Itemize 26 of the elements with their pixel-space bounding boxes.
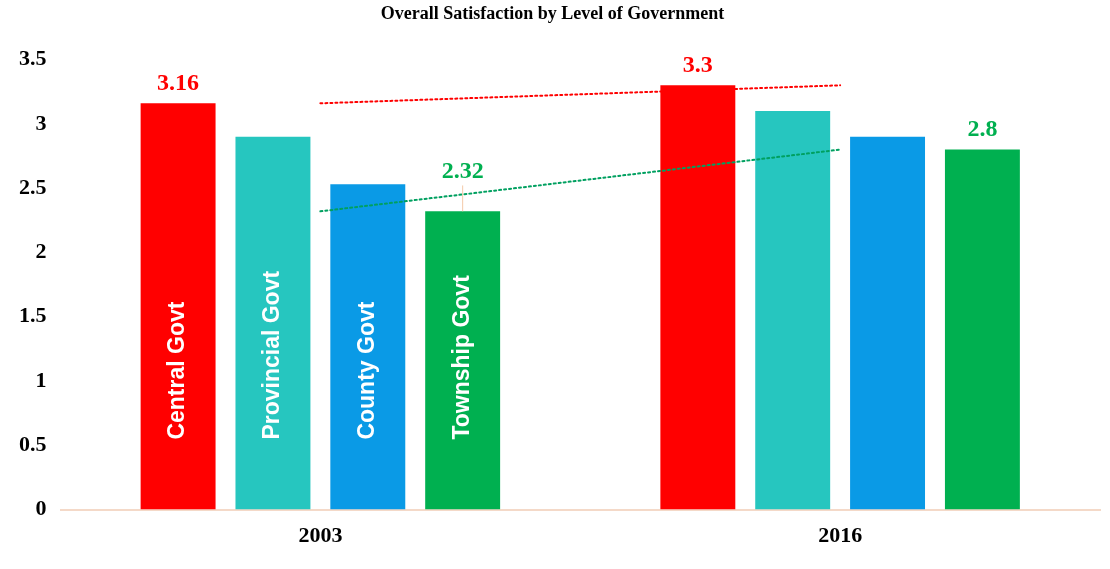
data-label: 3.16 <box>157 68 200 95</box>
x-tick-label: 2016 <box>818 522 863 548</box>
series-label: Central Govt <box>163 301 190 440</box>
bar <box>755 111 831 510</box>
series-label: Township Govt <box>448 274 474 440</box>
y-tick-label: 2 <box>35 238 47 264</box>
y-tick-label: 2.5 <box>19 173 47 199</box>
y-tick-label: 1.5 <box>19 302 47 328</box>
bar <box>140 103 216 510</box>
y-tick-label: 3 <box>35 109 47 135</box>
data-label: 2.32 <box>441 156 484 183</box>
y-tick-label: 3.5 <box>19 45 47 71</box>
bar <box>425 211 501 510</box>
series-label: County Govt <box>353 301 380 440</box>
chart-title: Overall Satisfaction by Level of Government <box>380 3 725 24</box>
bar <box>850 136 926 510</box>
y-tick-label: 0.5 <box>19 431 47 456</box>
data-label: 3.3 <box>682 50 713 77</box>
bar <box>235 136 311 510</box>
series-label: Provincial Govt <box>258 270 285 440</box>
bar <box>944 149 1020 510</box>
y-tick-label: 0 <box>35 495 47 521</box>
data-label: 2.8 <box>967 114 998 141</box>
bar <box>330 184 406 510</box>
x-tick-label: 2003 <box>298 522 343 548</box>
y-tick-label: 1 <box>35 366 47 392</box>
